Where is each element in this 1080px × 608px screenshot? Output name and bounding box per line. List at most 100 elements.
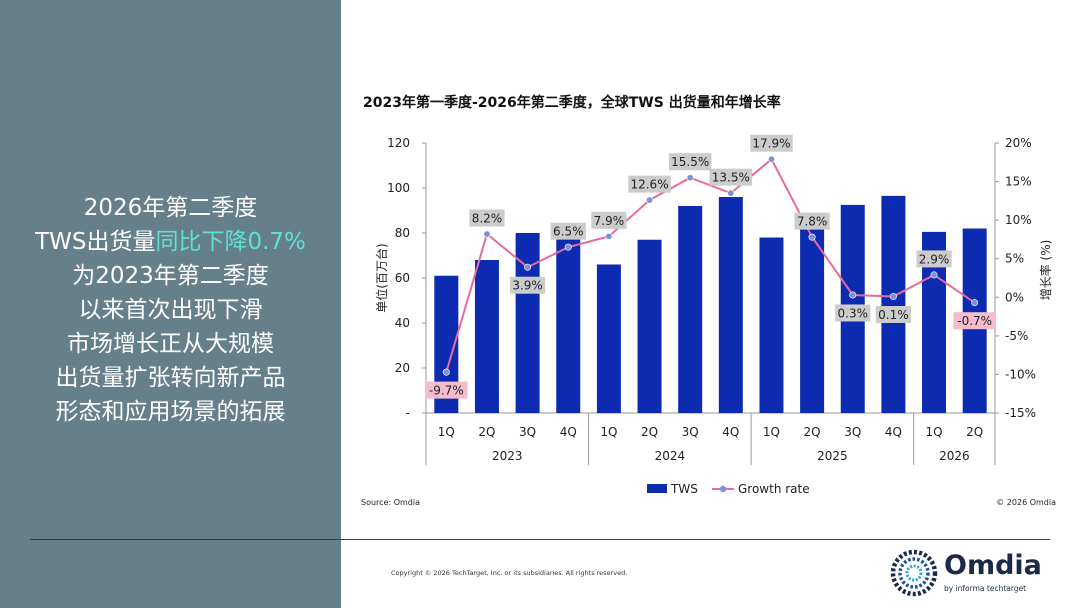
omdia-logo[interactable]: Omdia by informa techtarget [890, 548, 1060, 598]
year-label: 2025 [817, 449, 848, 463]
legend-swatch-growth-point [719, 485, 727, 493]
footer-divider [30, 539, 1050, 540]
x-tick-label: 2Q [966, 425, 983, 439]
headline-line-text: 为2023年第二季度 [72, 263, 269, 289]
growth-label: 13.5% [712, 171, 750, 185]
y2-tick-label: 15% [1005, 175, 1032, 189]
x-tick-label: 1Q [763, 425, 780, 439]
growth-point [442, 368, 450, 376]
y2-tick-label: -10% [1005, 367, 1036, 381]
growth-label-bg [628, 175, 671, 193]
growth-point [889, 293, 897, 301]
x-tick-label: 4Q [885, 425, 902, 439]
y-tick-label: 100 [387, 181, 410, 195]
growth-point [564, 243, 572, 251]
y2-tick-label: 0% [1005, 290, 1024, 304]
headline-line: 出货量扩张转向新产品 [0, 361, 341, 395]
growth-label-bg [750, 134, 793, 152]
growth-label-bg [550, 222, 586, 240]
growth-label: 3.9% [512, 279, 543, 293]
headline-line-text: 出货量扩张转向新产品 [55, 365, 286, 391]
y2-tick-label: 10% [1005, 213, 1032, 227]
y2-tick-label: -5% [1005, 329, 1028, 343]
x-tick-label: 2Q [478, 425, 495, 439]
bar [678, 206, 703, 413]
x-tick-label: 1Q [925, 425, 942, 439]
chart-title: 2023年第一季度-2026年第二季度，全球TWS 出货量和年增长率 [363, 95, 781, 111]
growth-label-bg [591, 211, 627, 229]
growth-label: 7.9% [594, 214, 625, 228]
y-tick-label: - [406, 406, 410, 420]
y-tick-label: 120 [387, 136, 410, 150]
growth-point [483, 230, 491, 238]
growth-label: 8.2% [472, 212, 503, 226]
growth-label: 2.9% [919, 252, 950, 266]
brand-name: Omdia [944, 550, 1042, 581]
growth-label-bg [794, 212, 830, 230]
growth-label: 0.3% [838, 306, 869, 320]
growth-label-bg [425, 381, 468, 399]
legend-swatch-tws [647, 484, 667, 493]
bar [718, 197, 743, 413]
headline-line-text: 2026年第二季度 [83, 195, 258, 221]
growth-point [524, 263, 532, 271]
bar [637, 239, 662, 413]
x-tick-label: 3Q [682, 425, 699, 439]
y2-axis-label: 增长率 (%) [1038, 240, 1053, 301]
y2-tick-label: 20% [1005, 136, 1032, 150]
growth-label: 0.1% [878, 308, 909, 322]
headline-line: TWS出货量同比下降0.7% [0, 225, 341, 259]
x-tick-label: 2Q [804, 425, 821, 439]
headline-highlight: 同比下降0.7% [155, 229, 306, 255]
year-label: 2023 [492, 449, 523, 463]
growth-point [808, 233, 816, 241]
x-tick-label: 1Q [438, 425, 455, 439]
headline-line-text: 市场增长正从大规模 [67, 331, 274, 357]
x-tick-label: 2Q [641, 425, 658, 439]
growth-label-bg [668, 153, 712, 171]
bar [556, 237, 581, 413]
headline-line: 市场增长正从大规模 [0, 327, 341, 361]
headline-text: 2026年第二季度 TWS出货量同比下降0.7% 为2023年第二季度 以来首次出现下… [0, 191, 341, 429]
growth-point [767, 155, 775, 163]
growth-label: 12.6% [630, 178, 668, 192]
year-label: 2026 [939, 449, 970, 463]
x-tick-label: 4Q [722, 425, 739, 439]
y-tick-label: 80 [395, 226, 410, 240]
headline-line-text: 以来首次出现下滑 [78, 297, 263, 323]
chart-copyright: © 2026 Omdia [996, 498, 1056, 507]
x-tick-label: 4Q [560, 425, 577, 439]
headline-line: 2026年第二季度 [0, 191, 341, 225]
left-panel: 2026年第二季度 TWS出货量同比下降0.7% 为2023年第二季度 以来首次出现下… [0, 0, 341, 608]
growth-point [971, 299, 979, 307]
bar [759, 237, 784, 413]
growth-label: -0.7% [957, 314, 992, 328]
headline-line: 为2023年第二季度 [0, 259, 341, 293]
bar [596, 264, 621, 413]
year-label: 2024 [655, 449, 686, 463]
chart-source: Source: Omdia [361, 498, 421, 507]
growth-label-bg [835, 304, 871, 322]
growth-label-bg [469, 209, 505, 227]
growth-label-bg [875, 306, 911, 324]
growth-label: -9.7% [429, 384, 464, 398]
y2-tick-label: 5% [1005, 252, 1024, 266]
growth-point [605, 232, 613, 240]
growth-point [686, 174, 694, 182]
headline-line-text: 形态和应用场景的拓展 [55, 399, 286, 425]
bar [881, 195, 906, 413]
growth-label: 6.5% [553, 225, 584, 239]
x-tick-label: 1Q [600, 425, 617, 439]
headline-line: 以来首次出现下滑 [0, 293, 341, 327]
y-axis-label: 单位(百万台) [374, 243, 389, 312]
growth-label: 15.5% [671, 155, 709, 169]
y2-tick-label: -15% [1005, 406, 1036, 420]
bar [474, 260, 499, 413]
growth-label-bg [709, 168, 753, 186]
growth-label-bg [953, 312, 996, 330]
growth-label: 17.9% [752, 137, 790, 151]
bar [800, 228, 825, 413]
omdia-logo-icon [890, 549, 938, 597]
growth-label-bg [916, 250, 952, 268]
y-tick-label: 60 [395, 271, 410, 285]
